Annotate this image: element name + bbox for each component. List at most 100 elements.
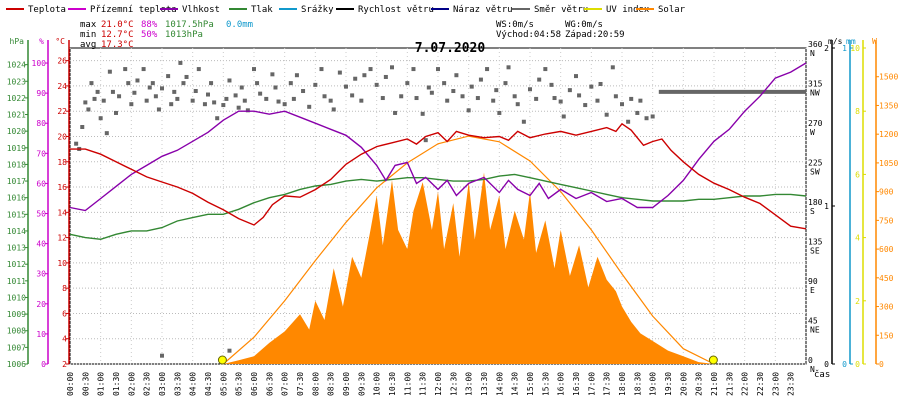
solar-tick-label: 900 bbox=[879, 188, 894, 197]
humidity-tick-label: 30 bbox=[36, 270, 46, 279]
pressure-tick-label: 1007 bbox=[7, 343, 26, 352]
wind-direction-point bbox=[635, 110, 640, 115]
x-tick-label: 01:30 bbox=[112, 372, 121, 396]
wind-direction-point bbox=[196, 67, 201, 72]
wind-direction-point bbox=[353, 76, 358, 81]
humidity-tick-label: 40 bbox=[36, 240, 46, 249]
wind-direction-point bbox=[414, 96, 419, 101]
humidity-tick-label: 50 bbox=[36, 210, 46, 219]
pressure-tick-label: 1010 bbox=[7, 293, 26, 302]
temperature-line bbox=[70, 122, 807, 230]
wind-direction-point bbox=[515, 102, 520, 107]
wind-direction-point bbox=[589, 84, 594, 89]
wind-direction-point bbox=[561, 114, 566, 119]
wind-direction-point bbox=[411, 67, 416, 72]
sun-marker bbox=[217, 355, 227, 365]
wind-direction-point bbox=[442, 81, 447, 86]
x-tick-label: 00:00 bbox=[66, 372, 75, 396]
x-tick-label: 18:30 bbox=[633, 372, 642, 396]
wind-direction-point bbox=[114, 110, 118, 115]
x-tick-label: 06:00 bbox=[250, 372, 259, 396]
wind-direction-point bbox=[150, 81, 155, 86]
pressure-tick-label: 1015 bbox=[7, 210, 26, 219]
wind-direction-point bbox=[132, 90, 137, 95]
wind-direction-point bbox=[485, 67, 490, 72]
direction-tick-label: 315 bbox=[808, 80, 823, 89]
pressure-tick-label: 1021 bbox=[7, 111, 26, 120]
uv-tick-label: 4 bbox=[855, 234, 860, 243]
temperature-tick-label: 6 bbox=[62, 309, 67, 318]
pressure-tick-label: 1020 bbox=[7, 127, 26, 136]
wind-direction-point bbox=[276, 99, 281, 104]
wind-direction-point bbox=[613, 94, 618, 99]
pressure-tick-label: 1009 bbox=[7, 310, 26, 319]
direction-tick-label: 225 bbox=[808, 159, 823, 168]
pressure-tick-label: 1011 bbox=[7, 277, 26, 286]
solar-tick-label: 150 bbox=[879, 331, 894, 340]
wind-direction-point bbox=[141, 67, 146, 72]
wind-direction-point bbox=[638, 98, 643, 103]
pressure-line bbox=[69, 173, 807, 241]
wind-direction-point bbox=[160, 86, 164, 91]
wind-direction-point bbox=[135, 78, 140, 83]
solar-clear-sky-line bbox=[222, 135, 715, 365]
legend-label: Směr větru bbox=[534, 5, 588, 15]
wind-direction-point bbox=[258, 91, 263, 96]
wind-direction-point bbox=[383, 74, 388, 79]
x-tick-label: 10:00 bbox=[373, 372, 382, 396]
wind-direction-point bbox=[644, 116, 649, 121]
wind-direction-point bbox=[344, 84, 348, 89]
x-tick-label: 17:00 bbox=[587, 372, 596, 396]
humidity-tick-label: 90 bbox=[36, 89, 46, 98]
wind-direction-point bbox=[288, 81, 293, 86]
wind-direction-point bbox=[104, 131, 109, 136]
pressure-tick-label: 1012 bbox=[7, 260, 26, 269]
wind-direction-point bbox=[399, 94, 404, 99]
humidity-line bbox=[69, 62, 807, 212]
humidity-tick-label: 60 bbox=[36, 179, 46, 188]
wind-direction-point bbox=[245, 108, 250, 113]
wind-direction-point bbox=[466, 108, 471, 113]
direction-tick-label: N bbox=[810, 49, 815, 58]
wind-direction-point bbox=[193, 89, 198, 94]
wind-direction-point bbox=[153, 94, 158, 99]
wind-direction-point bbox=[583, 103, 588, 108]
wind-direction-point bbox=[307, 104, 312, 109]
x-tick-label: 10:30 bbox=[388, 372, 397, 396]
wind-direction-point bbox=[181, 81, 186, 86]
x-tick-label: 04:00 bbox=[189, 372, 198, 396]
wind-direction-point bbox=[610, 65, 615, 70]
x-tick-label: 02:00 bbox=[127, 372, 136, 396]
axes: 1006100710081009101010111012101310141015… bbox=[7, 37, 899, 396]
wind-direction-point bbox=[252, 67, 256, 72]
temperature-tick-label: 8 bbox=[62, 284, 67, 293]
wind-tick-label: 0 bbox=[824, 360, 829, 369]
wind-direction-point bbox=[620, 102, 624, 107]
wind-direction-point bbox=[212, 100, 217, 105]
pressure-tick-label: 1024 bbox=[7, 61, 26, 70]
x-tick-label: 12:30 bbox=[449, 372, 458, 396]
solar-tick-label: 1500 bbox=[879, 73, 898, 82]
stat-avg-temp: 17.3°C bbox=[101, 40, 134, 50]
wind-direction-point bbox=[224, 96, 229, 101]
humidity-tick-label: 10 bbox=[36, 330, 46, 339]
x-tick-label: 09:00 bbox=[342, 372, 351, 396]
wind-direction-point bbox=[107, 69, 112, 74]
wind-direction-point bbox=[294, 73, 299, 78]
temperature-tick-label: 24 bbox=[57, 82, 67, 91]
legend: Teplota Přízemní teplota Vlhkost Tlak Srážky… bbox=[6, 5, 686, 15]
wind-direction-point bbox=[95, 89, 100, 94]
humidity-tick-label: 70 bbox=[36, 149, 46, 158]
wind-direction-point bbox=[454, 73, 459, 78]
x-tick-label: 16:00 bbox=[557, 372, 566, 396]
x-tick-label: 11:30 bbox=[419, 372, 428, 396]
solar-area bbox=[223, 172, 715, 364]
wind-direction-point bbox=[445, 98, 450, 103]
pressure-unit-label: hPa bbox=[10, 37, 25, 46]
solar-unit-label: W bbox=[872, 37, 877, 46]
legend-label: Srážky bbox=[301, 5, 334, 15]
wind-direction-point bbox=[380, 96, 385, 101]
direction-tick-label: 180 bbox=[808, 198, 823, 207]
wind-direction-point bbox=[144, 98, 149, 103]
info-sunset: Západ:20:59 bbox=[565, 30, 625, 40]
